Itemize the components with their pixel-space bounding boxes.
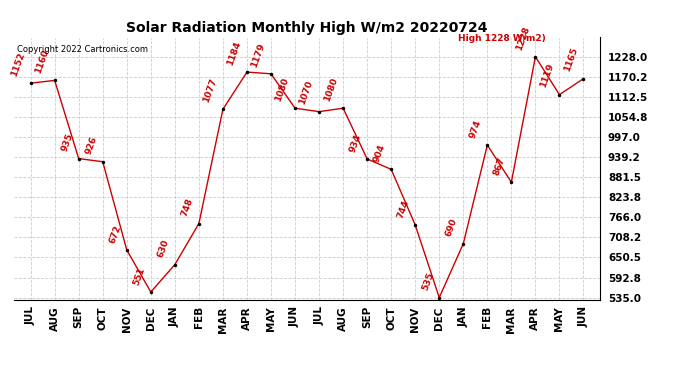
Text: 690: 690	[444, 217, 459, 238]
Text: 630: 630	[156, 238, 170, 259]
Text: 934: 934	[348, 132, 363, 153]
Text: 1228: 1228	[514, 25, 531, 51]
Text: 974: 974	[468, 118, 483, 140]
Text: 926: 926	[83, 135, 99, 156]
Title: Solar Radiation Monthly High W/m2 20220724: Solar Radiation Monthly High W/m2 202207…	[126, 21, 488, 35]
Text: 1179: 1179	[250, 41, 267, 68]
Text: 1152: 1152	[10, 51, 26, 78]
Text: 1080: 1080	[322, 76, 339, 103]
Text: 1119: 1119	[538, 62, 555, 89]
Text: 1077: 1077	[201, 77, 219, 104]
Text: Copyright 2022 Cartronics.com: Copyright 2022 Cartronics.com	[17, 45, 148, 54]
Text: 535: 535	[420, 272, 435, 292]
Text: 867: 867	[492, 156, 507, 177]
Text: 1184: 1184	[226, 40, 243, 66]
Text: 904: 904	[372, 143, 387, 164]
Text: 1160: 1160	[34, 48, 50, 75]
Text: 1080: 1080	[274, 76, 291, 103]
Text: 744: 744	[396, 198, 411, 219]
Text: 935: 935	[59, 132, 75, 153]
Text: 1165: 1165	[562, 46, 580, 73]
Text: High 1228 W/m2): High 1228 W/m2)	[458, 34, 546, 43]
Text: 748: 748	[180, 197, 195, 218]
Text: 1070: 1070	[298, 80, 315, 106]
Text: 672: 672	[108, 224, 123, 245]
Text: 551: 551	[132, 266, 147, 286]
